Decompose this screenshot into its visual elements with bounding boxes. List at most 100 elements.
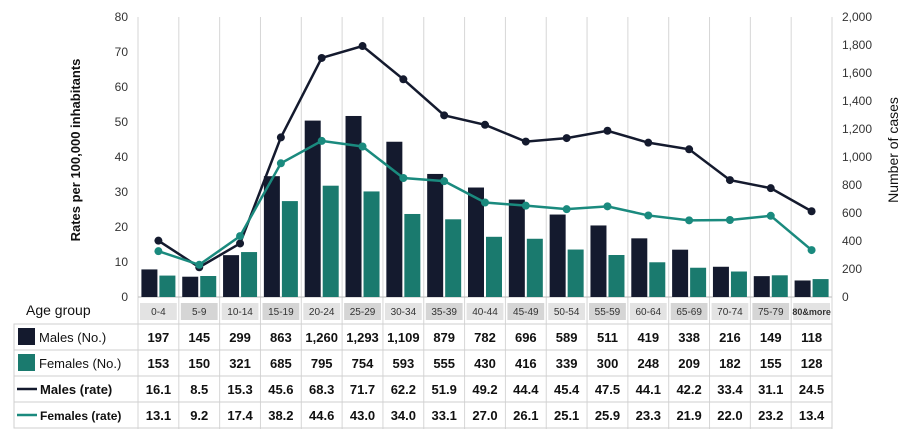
table-cell: 338 bbox=[678, 330, 700, 345]
males-bar bbox=[427, 173, 444, 297]
age-tick-label: 75-79 bbox=[758, 307, 784, 318]
right-tick-label: 1,000 bbox=[842, 150, 872, 164]
table-row-label: Females (rate) bbox=[40, 409, 121, 423]
males-rate-point bbox=[725, 176, 734, 185]
table-cell: 45.4 bbox=[554, 382, 580, 397]
females-rate-point bbox=[725, 216, 734, 224]
table-cell: 754 bbox=[352, 356, 374, 371]
males-rate-point bbox=[603, 126, 612, 135]
table-cell: 795 bbox=[311, 356, 333, 371]
right-tick-label: 200 bbox=[842, 262, 862, 276]
table-row-label: Males (rate) bbox=[40, 382, 112, 397]
table-cell: 8.5 bbox=[190, 382, 208, 397]
males-bar bbox=[549, 214, 566, 297]
table-cell: 416 bbox=[515, 356, 537, 371]
females-rate-point bbox=[358, 142, 367, 151]
females-bar bbox=[690, 267, 707, 297]
females-bar bbox=[730, 271, 747, 297]
right-tick-label: 2,000 bbox=[842, 10, 872, 24]
age-cell bbox=[303, 303, 341, 320]
females-bar bbox=[200, 276, 217, 297]
table-cell: 149 bbox=[760, 330, 782, 345]
table-cell: 685 bbox=[270, 356, 292, 371]
table-cell: 1,109 bbox=[387, 330, 420, 345]
males-rate-point bbox=[440, 111, 449, 120]
table-cell: 145 bbox=[188, 330, 210, 345]
table-cell: 13.4 bbox=[799, 408, 825, 423]
table-cell: 299 bbox=[229, 330, 251, 345]
age-cell bbox=[670, 303, 708, 320]
table-cell: 23.2 bbox=[758, 408, 783, 423]
age-tick-label: 0-4 bbox=[151, 307, 166, 318]
males-bar bbox=[345, 115, 362, 297]
age-tick-label: 45-49 bbox=[513, 307, 539, 318]
table-cell: 24.5 bbox=[799, 382, 824, 397]
table-cell: 209 bbox=[678, 356, 700, 371]
table-cell: 430 bbox=[474, 356, 496, 371]
right-tick-label: 800 bbox=[842, 178, 862, 192]
males-rate-line bbox=[157, 44, 813, 269]
males-rate-point bbox=[562, 134, 571, 143]
males-bar bbox=[672, 249, 689, 297]
females-rate-point bbox=[276, 159, 285, 168]
age-cell bbox=[344, 303, 381, 320]
table-cell: 589 bbox=[556, 330, 578, 345]
females-bar bbox=[771, 275, 788, 297]
table-cell: 150 bbox=[188, 356, 210, 371]
legend-key-bar bbox=[18, 328, 35, 345]
males-bar bbox=[263, 176, 280, 297]
age-tick-label: 60-64 bbox=[636, 307, 662, 318]
age-cell bbox=[221, 303, 259, 320]
males-bar bbox=[468, 187, 484, 297]
table-cell: 321 bbox=[229, 356, 251, 371]
males-bar bbox=[182, 276, 199, 297]
table-cell: 197 bbox=[148, 330, 170, 345]
table-cell: 51.9 bbox=[432, 382, 457, 397]
age-tick-label: 50-54 bbox=[554, 307, 580, 318]
age-cell bbox=[384, 303, 422, 320]
lines bbox=[154, 42, 816, 272]
table-cell: 44.6 bbox=[309, 408, 334, 423]
age-cell bbox=[507, 303, 545, 320]
table-cell: 17.4 bbox=[227, 408, 253, 423]
right-tick-label: 0 bbox=[842, 290, 849, 304]
males-rate-point bbox=[766, 184, 775, 193]
females-rate-point bbox=[603, 202, 612, 211]
age-tick-label: 65-69 bbox=[676, 307, 702, 318]
males-rate-point bbox=[358, 42, 367, 51]
females-rate-point bbox=[685, 216, 694, 225]
males-rate-point bbox=[644, 138, 653, 147]
females-bar bbox=[649, 262, 666, 297]
age-tick-label: 25-29 bbox=[350, 307, 376, 318]
table-cell: 22.0 bbox=[717, 408, 742, 423]
age-tick-label: 5-9 bbox=[192, 307, 207, 318]
table-cell: 339 bbox=[556, 356, 578, 371]
females-rate-point bbox=[317, 136, 326, 145]
left-tick-label: 70 bbox=[115, 45, 129, 59]
females-bar bbox=[322, 185, 339, 297]
age-tick-label: 30-34 bbox=[391, 307, 417, 318]
right-tick-label: 600 bbox=[842, 206, 862, 220]
females-rate-point bbox=[562, 205, 571, 214]
table-cell: 31.1 bbox=[758, 382, 783, 397]
males-bar bbox=[223, 255, 240, 297]
age-group-label: Age group bbox=[26, 302, 91, 318]
males-rate-point bbox=[276, 133, 285, 142]
table-cell: 182 bbox=[719, 356, 741, 371]
table-cell: 21.9 bbox=[676, 408, 701, 423]
table-cell: 23.3 bbox=[636, 408, 661, 423]
females-bar bbox=[241, 252, 258, 297]
age-cell bbox=[180, 303, 218, 320]
table-cell: 248 bbox=[637, 356, 659, 371]
males-bar bbox=[141, 269, 158, 297]
table-cell: 1,293 bbox=[346, 330, 379, 345]
left-tick-label: 50 bbox=[115, 115, 129, 129]
left-tick-label: 30 bbox=[115, 185, 129, 199]
age-cell bbox=[711, 303, 749, 320]
age-tick-label: 15-19 bbox=[268, 307, 294, 318]
right-axis-title: Number of cases bbox=[885, 97, 901, 203]
legend-key-bar bbox=[18, 354, 35, 371]
females-bar bbox=[404, 213, 421, 297]
table-cell: 43.0 bbox=[350, 408, 375, 423]
table-cell: 511 bbox=[597, 330, 618, 345]
